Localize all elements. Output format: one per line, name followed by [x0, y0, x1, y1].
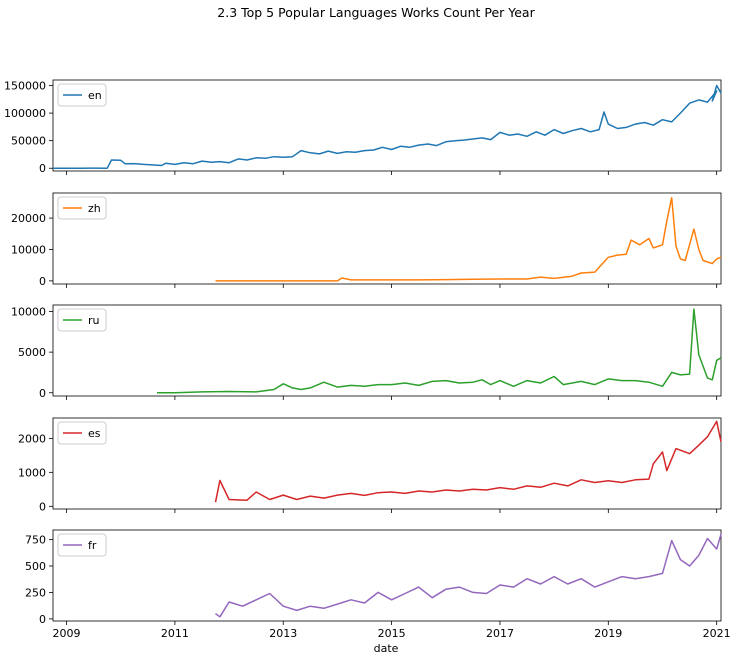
- y-tick-label: 2000: [18, 432, 46, 445]
- y-tick-label: 0: [39, 162, 46, 175]
- panel-frame: [52, 304, 722, 397]
- y-tick-label: 150000: [4, 80, 46, 93]
- legend-label: ru: [88, 314, 100, 327]
- chart-title: 2.3 Top 5 Popular Languages Works Count …: [217, 5, 535, 20]
- legend-label: en: [88, 89, 102, 102]
- series-line-fr: [215, 533, 722, 618]
- panels: 050000100000150000en01000020000zh0500010…: [4, 80, 731, 640]
- x-tick-label: 2021: [703, 627, 731, 640]
- y-tick-label: 0: [39, 275, 46, 288]
- panel-es: 0 1000 2000 es: [18, 417, 722, 513]
- y-tick-label: 50000: [11, 135, 46, 148]
- legend: es: [57, 421, 107, 445]
- series-line-zh: [215, 196, 722, 282]
- x-tick-label: 2019: [594, 627, 622, 640]
- y-tick-label: 250: [25, 586, 46, 599]
- y-tick-label: 10000: [11, 243, 46, 256]
- panel-frame: [52, 417, 722, 510]
- y-tick-label: 20000: [11, 212, 46, 225]
- legend: ru: [57, 308, 107, 332]
- x-tick-label: 2015: [378, 627, 406, 640]
- y-tick-label: 1000: [18, 466, 46, 479]
- y-tick-label: 0: [39, 500, 46, 513]
- legend-label: fr: [88, 539, 97, 552]
- panel-fr: 0 250 500 750 2009 2011 2013 2015 2017 2019 2021 fr: [25, 529, 731, 640]
- panel-ru: 0 5000 10000 ru: [11, 304, 722, 400]
- legend-label: zh: [88, 202, 101, 215]
- series-line-en: [53, 84, 722, 169]
- legend: fr: [57, 533, 107, 557]
- y-tick-label: 0: [39, 613, 46, 626]
- series-line-ru: [157, 308, 722, 394]
- y-tick-label: 500: [25, 560, 46, 573]
- panel-frame: [52, 79, 722, 172]
- legend-label: es: [88, 427, 101, 440]
- legend: zh: [57, 196, 107, 220]
- y-tick-label: 5000: [18, 346, 46, 359]
- y-tick-label: 10000: [11, 306, 46, 319]
- panel-frame: [52, 192, 722, 285]
- y-tick-label: 100000: [4, 107, 46, 120]
- x-tick-label: 2013: [269, 627, 297, 640]
- x-axis-label: date: [374, 642, 399, 655]
- legend: en: [57, 83, 107, 107]
- x-tick-label: 2009: [53, 627, 81, 640]
- x-tick-label: 2011: [161, 627, 189, 640]
- panel-zh: 0 10000 20000 zh: [11, 192, 722, 288]
- y-tick-label: 0: [39, 387, 46, 400]
- y-tick-label: 750: [25, 534, 46, 547]
- panel-en: 0 50000 100000 150000 en: [4, 79, 722, 175]
- series-line-es: [214, 420, 722, 503]
- x-tick-label: 2017: [486, 627, 514, 640]
- panel-frame: [52, 529, 722, 622]
